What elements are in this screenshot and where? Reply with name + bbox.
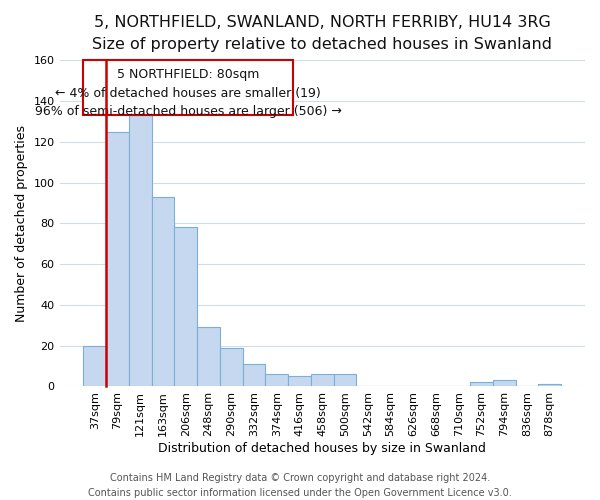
Bar [197, 328, 220, 386]
Bar [493, 380, 515, 386]
Text: 5 NORTHFIELD: 80sqm: 5 NORTHFIELD: 80sqm [117, 68, 259, 82]
Title: 5, NORTHFIELD, SWANLAND, NORTH FERRIBY, HU14 3RG
Size of property relative to de: 5, NORTHFIELD, SWANLAND, NORTH FERRIBY, … [92, 15, 552, 52]
Bar [288, 376, 311, 386]
Bar [538, 384, 561, 386]
Bar [311, 374, 334, 386]
Y-axis label: Number of detached properties: Number of detached properties [15, 125, 28, 322]
FancyBboxPatch shape [83, 60, 293, 116]
Text: Contains HM Land Registry data © Crown copyright and database right 2024.
Contai: Contains HM Land Registry data © Crown c… [88, 472, 512, 498]
Bar [265, 374, 288, 386]
Bar [470, 382, 493, 386]
Text: 96% of semi-detached houses are larger (506) →: 96% of semi-detached houses are larger (… [35, 105, 341, 118]
Bar [83, 346, 106, 387]
Bar [152, 197, 175, 386]
Bar [220, 348, 242, 387]
X-axis label: Distribution of detached houses by size in Swanland: Distribution of detached houses by size … [158, 442, 486, 455]
Bar [175, 228, 197, 386]
Bar [242, 364, 265, 386]
Bar [129, 116, 152, 386]
Bar [106, 132, 129, 386]
Bar [334, 374, 356, 386]
Text: ← 4% of detached houses are smaller (19): ← 4% of detached houses are smaller (19) [55, 87, 321, 100]
